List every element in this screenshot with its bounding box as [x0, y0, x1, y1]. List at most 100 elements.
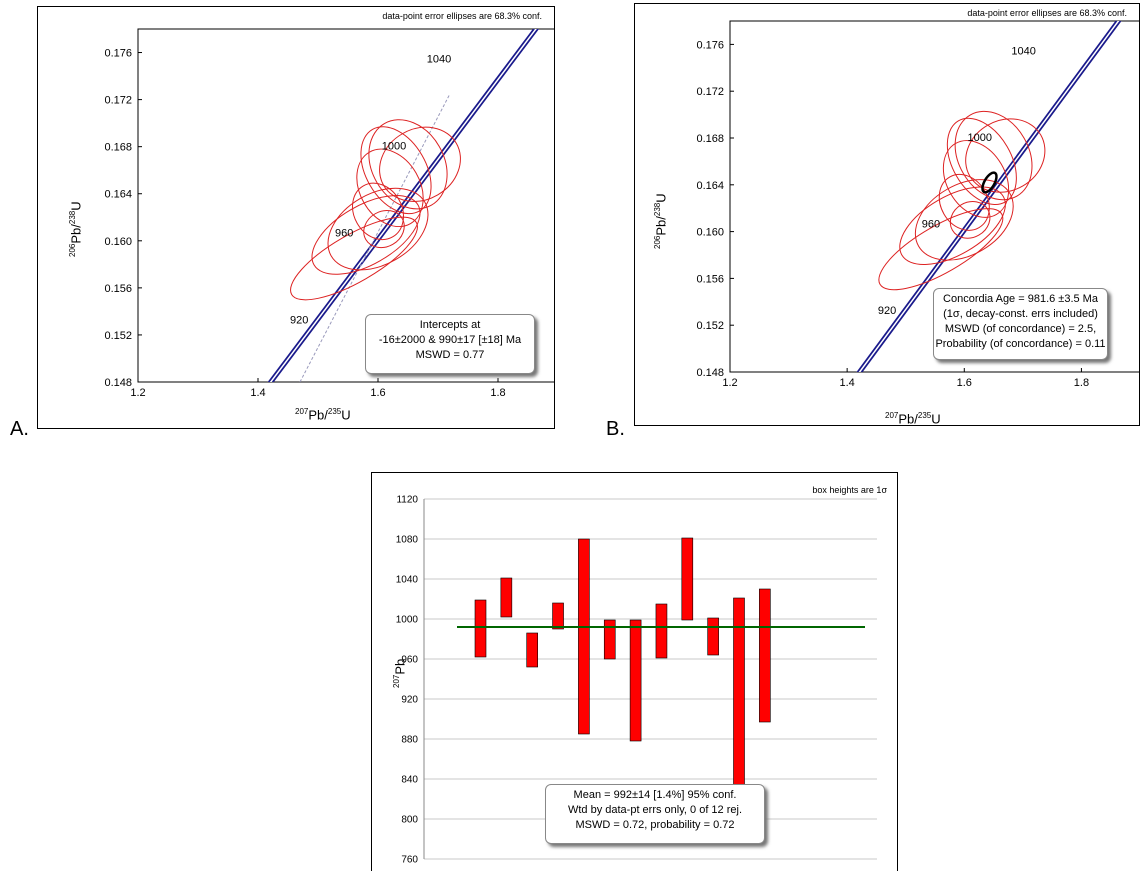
panel-b-box-line-4: Probability (of concordance) = 0.11	[935, 338, 1106, 350]
concordia-age-label: 1000	[382, 140, 406, 152]
error-ellipse	[946, 117, 1017, 205]
panel-a-box-line-1: Intercepts at	[419, 319, 481, 331]
x-tick-label: 1.8	[490, 387, 505, 399]
y-tick-label: 920	[401, 695, 418, 706]
concordia-age-label: 960	[335, 228, 353, 240]
plot-area	[729, 20, 1139, 373]
panel-a-intercepts-box: Intercepts at -16±2000 & 990±17 [±18] Ma…	[365, 314, 535, 374]
y-tick-label: 840	[401, 775, 418, 786]
error-bar-box	[681, 537, 694, 621]
plot-clip-group	[267, 29, 540, 382]
x-tick-label: 1.8	[1074, 377, 1089, 389]
panel-b-box-line-1: Concordia Age = 981.6 ±3.5 Ma	[943, 293, 1098, 305]
y-tick-label: 0.176	[104, 48, 132, 60]
x-tick-label: 1.4	[839, 377, 854, 389]
panel-c-mean-box: Mean = 992±14 [1.4%] 95% conf. Wtd by da…	[545, 784, 765, 844]
y-tick-label: 0.172	[104, 95, 132, 107]
y-tick-label: 0.164	[104, 189, 132, 201]
y-tick-label: 1080	[396, 535, 419, 546]
concordia-plot-a: 1.2 1.4 1.6 1.8 0.148 0.152 0.156 0.160 0.164 0.1…	[104, 28, 554, 399]
panel-c-frame: 760 800 840 880 920 960 1000 1040 1080 1120 box h…	[371, 472, 898, 871]
y-tick-label: 760	[401, 855, 418, 866]
error-bar-box	[655, 603, 668, 659]
error-bar-box	[500, 577, 513, 618]
x-tick-label: 1.4	[250, 387, 265, 399]
y-tick-label: 0.152	[696, 320, 724, 332]
plot-area	[137, 28, 554, 383]
error-ellipse	[942, 140, 1010, 218]
panel-a-ylabel: 206Pb/238U	[68, 201, 84, 257]
panel-c-note: box heights are 1σ	[812, 485, 887, 495]
error-ellipse	[360, 126, 432, 215]
error-ellipse	[965, 118, 1046, 193]
y-tick-label: 0.176	[696, 39, 724, 51]
x-tick-label: 1.6	[957, 377, 972, 389]
x-tick-label: 1.2	[722, 377, 737, 389]
panel-b-box-line-3: MSWD (of concordance) = 2.5,	[944, 323, 1097, 335]
y-tick-label: 0.148	[696, 367, 724, 379]
error-bar-box	[603, 619, 616, 660]
y-tick-label: 0.172	[696, 86, 724, 98]
concordia-age-label: 1000	[967, 132, 991, 144]
y-tick-label: 0.156	[696, 273, 724, 285]
y-tick-label: 0.160	[696, 227, 724, 239]
y-tick-label: 0.168	[104, 142, 132, 154]
error-bar-box	[759, 588, 771, 723]
y-tick-label: 0.152	[104, 330, 132, 342]
error-ellipse	[954, 110, 1033, 201]
y-tick-label: 0.168	[696, 133, 724, 145]
error-ellipse	[356, 148, 424, 228]
error-ellipse	[899, 186, 1006, 265]
panel-c-box-line-2: Wtd by data-pt errs only, 0 of 12 rej.	[567, 804, 743, 816]
error-ellipse	[352, 182, 404, 241]
panel-b-frame: 1.2 1.4 1.6 1.8 0.148 0.152 0.156 0.160 0.164 0.1…	[634, 3, 1140, 426]
y-tick-label: 0.148	[104, 377, 132, 389]
error-ellipse	[311, 195, 421, 275]
x-tick-label: 1.2	[130, 387, 145, 399]
error-ellipse	[368, 119, 448, 210]
weighted-mean-plot: 760 800 840 880 920 960 1000 1040 1080 1120	[396, 495, 877, 866]
panel-a-xlabel: 207Pb/235U	[295, 407, 351, 423]
panel-a-frame: 1.2 1.4 1.6 1.8 0.148 0.152 0.156 0.160 0.164 0.1…	[37, 6, 555, 429]
y-tick-label: 0.164	[696, 180, 724, 192]
error-bar-box	[578, 538, 590, 735]
error-ellipse	[914, 179, 1014, 261]
error-ellipse	[327, 187, 429, 271]
concordia-age-label: 1040	[427, 53, 451, 65]
concordia-age-label: 920	[290, 315, 308, 327]
y-tick-label: 0.160	[104, 236, 132, 248]
concordia-age-label: 1040	[1011, 45, 1035, 57]
panel-a-box-line-2: -16±2000 & 990±17 [±18] Ma	[378, 334, 522, 346]
panel-c-box-line-3: MSWD = 0.72, probability = 0.72	[575, 819, 735, 831]
error-bar-box	[707, 617, 719, 656]
y-tick-label: 960	[401, 655, 418, 666]
error-bar-box	[552, 602, 564, 630]
panel-b-note: data-point error ellipses are 68.3% conf…	[967, 8, 1127, 18]
error-bar-box	[629, 619, 642, 742]
error-bar-box	[474, 599, 487, 658]
panel-b-box-line-2: (1σ, decay-const. errs included)	[943, 308, 1098, 320]
panel-a-box-line-3: MSWD = 0.77	[415, 349, 485, 361]
panel-b-xlabel: 207Pb/235U	[885, 411, 941, 427]
error-bar-box	[526, 632, 538, 668]
y-tick-label: 1120	[396, 495, 418, 506]
y-tick-label: 1040	[396, 575, 419, 586]
concordia-plot-b: 1.2 1.4 1.6 1.8 0.148 0.152 0.156 0.160 0.164 0.1…	[696, 20, 1139, 389]
panel-c-ylabel: 207Pb	[392, 658, 408, 688]
panel-c-box-line-1: Mean = 992±14 [1.4%] 95% conf.	[573, 789, 737, 801]
panel-b-ylabel: 206Pb/238U	[653, 193, 669, 249]
panel-b-concordia-age-box: Concordia Age = 981.6 ±3.5 Ma (1σ, decay…	[933, 288, 1108, 360]
panel-b-letter: B.	[606, 418, 625, 440]
y-tick-label: 1000	[396, 615, 419, 626]
panel-a-note: data-point error ellipses are 68.3% conf…	[382, 11, 542, 21]
concordia-age-label: 920	[878, 305, 896, 317]
y-tick-label: 0.156	[104, 283, 132, 295]
concordia-age-ellipse	[981, 171, 998, 194]
panel-a-letter: A.	[10, 418, 29, 440]
x-tick-label: 1.6	[370, 387, 385, 399]
plot-clip-group	[856, 21, 1122, 372]
error-ellipse	[878, 208, 1004, 291]
concordia-age-label: 960	[922, 218, 940, 230]
y-tick-label: 880	[401, 735, 418, 746]
error-ellipse	[949, 201, 991, 239]
